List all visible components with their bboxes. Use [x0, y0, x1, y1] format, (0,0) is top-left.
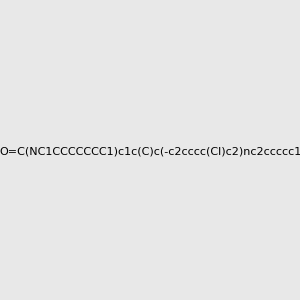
Text: O=C(NC1CCCCCCC1)c1c(C)c(-c2cccc(Cl)c2)nc2ccccc12: O=C(NC1CCCCCCC1)c1c(C)c(-c2cccc(Cl)c2)nc…	[0, 146, 300, 157]
